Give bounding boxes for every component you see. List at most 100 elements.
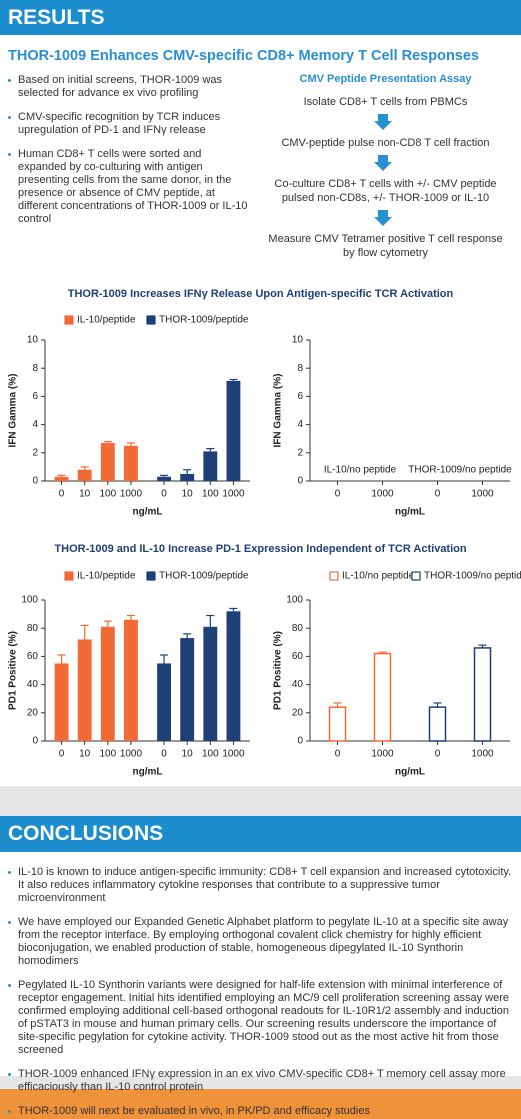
- step-line: CMV-peptide pulse non-CD8 T cell fractio…: [281, 137, 490, 149]
- x-tick-label: 10: [79, 489, 91, 500]
- bar: [180, 473, 195, 481]
- x-axis-label: ng/mL: [133, 767, 163, 778]
- x-tick-label: 0: [335, 489, 341, 500]
- x-tick-label: 100: [202, 749, 219, 760]
- y-tick-label: 10: [27, 335, 39, 346]
- conclusions-header: CONCLUSIONS: [8, 822, 164, 845]
- x-tick-label: 100: [202, 489, 219, 500]
- x-tick-label: 0: [161, 749, 167, 760]
- y-tick-label: 6: [32, 391, 38, 402]
- legend-swatch: [146, 315, 156, 325]
- bullet: THOR-1009 will next be evaluated in vivo…: [6, 1105, 514, 1118]
- assay-step: Measure CMV Tetramer positive T cell res…: [258, 233, 513, 260]
- y-tick-label: 4: [297, 419, 303, 430]
- bar: [157, 663, 171, 741]
- y-tick-label: 0: [297, 476, 303, 487]
- assay-step: CMV-peptide pulse non-CD8 T cell fractio…: [258, 137, 513, 151]
- results-header: RESULTS: [8, 6, 105, 29]
- bullet: CMV-specific recognition by TCR induces …: [6, 111, 251, 137]
- bar: [180, 638, 195, 741]
- arrow: [374, 155, 392, 171]
- y-tick-label: 60: [292, 651, 304, 662]
- y-tick-label: 2: [297, 447, 303, 458]
- y-axis-label: IFN Gamma (%): [273, 374, 284, 448]
- bullet: THOR-1009 enhanced IFNγ expression in an…: [6, 1068, 514, 1094]
- x-tick-label: 100: [99, 489, 116, 500]
- x-tick-label: 0: [59, 489, 65, 500]
- group-label: THOR-1009/no peptide: [408, 465, 512, 476]
- y-tick-label: 100: [21, 595, 38, 606]
- step-line: Measure CMV Tetramer positive T cell res…: [268, 233, 503, 245]
- x-axis-label: ng/mL: [133, 507, 163, 518]
- legend-swatch: [146, 571, 156, 581]
- section-title: THOR-1009 and IL-10 Increase PD-1 Expres…: [54, 543, 467, 555]
- y-tick-label: 2: [32, 447, 38, 458]
- arrow: [374, 210, 392, 226]
- arrow: [374, 114, 392, 130]
- x-tick-label: 1000: [471, 489, 494, 500]
- y-tick-label: 100: [286, 595, 303, 606]
- y-axis-label: IFN Gamma (%): [8, 374, 19, 448]
- x-tick-label: 100: [99, 749, 116, 760]
- divider-band: [0, 786, 521, 816]
- y-axis-label: PD1 Positive (%): [8, 631, 19, 710]
- footer-band: [0, 1089, 521, 1119]
- bar: [100, 626, 115, 741]
- y-tick-label: 0: [32, 476, 38, 487]
- x-tick-label: 0: [59, 749, 65, 760]
- step-line: Isolate CD8+ T cells from PBMCs: [303, 96, 468, 108]
- x-tick-label: 1000: [371, 489, 394, 500]
- bar: [157, 476, 171, 481]
- legend-swatch: [64, 571, 74, 581]
- bar: [54, 663, 69, 741]
- y-tick-label: 10: [292, 335, 304, 346]
- x-tick-label: 1000: [222, 749, 245, 760]
- x-axis-label: ng/mL: [395, 507, 425, 518]
- step-line: by flow cytometry: [343, 246, 428, 259]
- x-tick-label: 0: [435, 749, 441, 760]
- y-tick-label: 40: [27, 679, 39, 690]
- conclusions-band: [0, 816, 521, 852]
- bar: [203, 626, 218, 741]
- bar: [100, 442, 115, 481]
- y-tick-label: 60: [27, 651, 39, 662]
- y-tick-label: 20: [27, 707, 39, 718]
- y-tick-label: 0: [32, 736, 38, 747]
- bar: [226, 611, 241, 741]
- step-line: Co-culture CD8+ T cells with +/- CMV pep…: [274, 178, 497, 190]
- y-tick-label: 80: [27, 623, 39, 634]
- legend-label: IL-10/peptide: [77, 571, 136, 582]
- footer-gray: [0, 1076, 521, 1089]
- legend-label: IL-10/peptide: [77, 315, 136, 326]
- bullet: Pegylated IL-10 Synthorin variants were …: [6, 979, 514, 1057]
- bullet: Based on initial screens, THOR-1009 was …: [6, 74, 251, 100]
- bullet: IL-10 is known to induce antigen-specifi…: [6, 866, 514, 905]
- y-tick-label: 80: [292, 623, 304, 634]
- x-tick-label: 0: [435, 489, 441, 500]
- x-tick-label: 1000: [471, 749, 494, 760]
- group-label: IL-10/no peptide: [324, 465, 397, 476]
- bar: [226, 380, 241, 481]
- bar: [473, 647, 492, 742]
- x-tick-label: 10: [182, 489, 194, 500]
- bar: [124, 619, 138, 741]
- bar: [428, 706, 447, 742]
- legend-swatch: [329, 571, 339, 581]
- conclusion-list: IL-10 is known to induce antigen-specifi…: [6, 866, 514, 1119]
- x-tick-label: 0: [161, 489, 167, 500]
- subtitle: THOR-1009 Enhances CMV-specific CD8+ Mem…: [8, 48, 480, 64]
- y-tick-label: 40: [292, 679, 304, 690]
- bar: [77, 469, 92, 481]
- y-axis-label: PD1 Positive (%): [273, 631, 284, 710]
- x-tick-label: 10: [79, 749, 91, 760]
- y-tick-label: 8: [32, 363, 38, 374]
- x-tick-label: 0: [335, 749, 341, 760]
- legend-swatch: [411, 571, 421, 581]
- assay-step: Co-culture CD8+ T cells with +/- CMV pep…: [258, 178, 513, 205]
- step-line: pulsed non-CD8s, +/- THOR-1009 or IL-10: [281, 191, 490, 204]
- assay-title: CMV Peptide Presentation Assay: [299, 73, 472, 85]
- section-title: THOR-1009 Increases IFNγ Release Upon An…: [67, 288, 454, 300]
- x-axis-label: ng/mL: [395, 767, 425, 778]
